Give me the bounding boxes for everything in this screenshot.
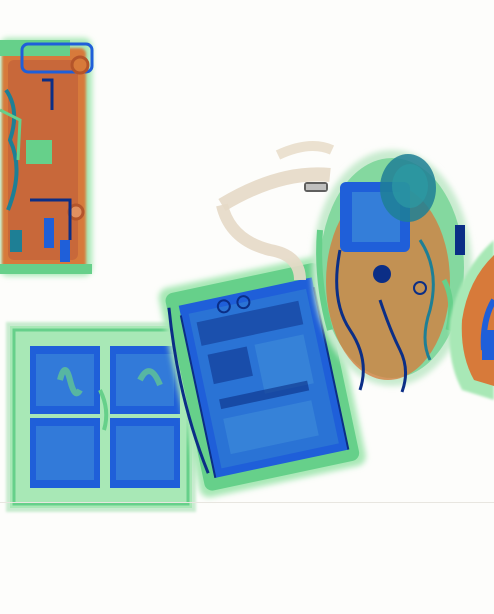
suitcase-top-left — [0, 38, 94, 276]
backpack — [312, 150, 472, 393]
tray-with-blocks — [6, 322, 196, 512]
laptop-bag — [158, 256, 366, 498]
bag-partial-right — [449, 240, 494, 400]
bag-strap — [216, 141, 335, 281]
scan-line — [0, 502, 494, 503]
